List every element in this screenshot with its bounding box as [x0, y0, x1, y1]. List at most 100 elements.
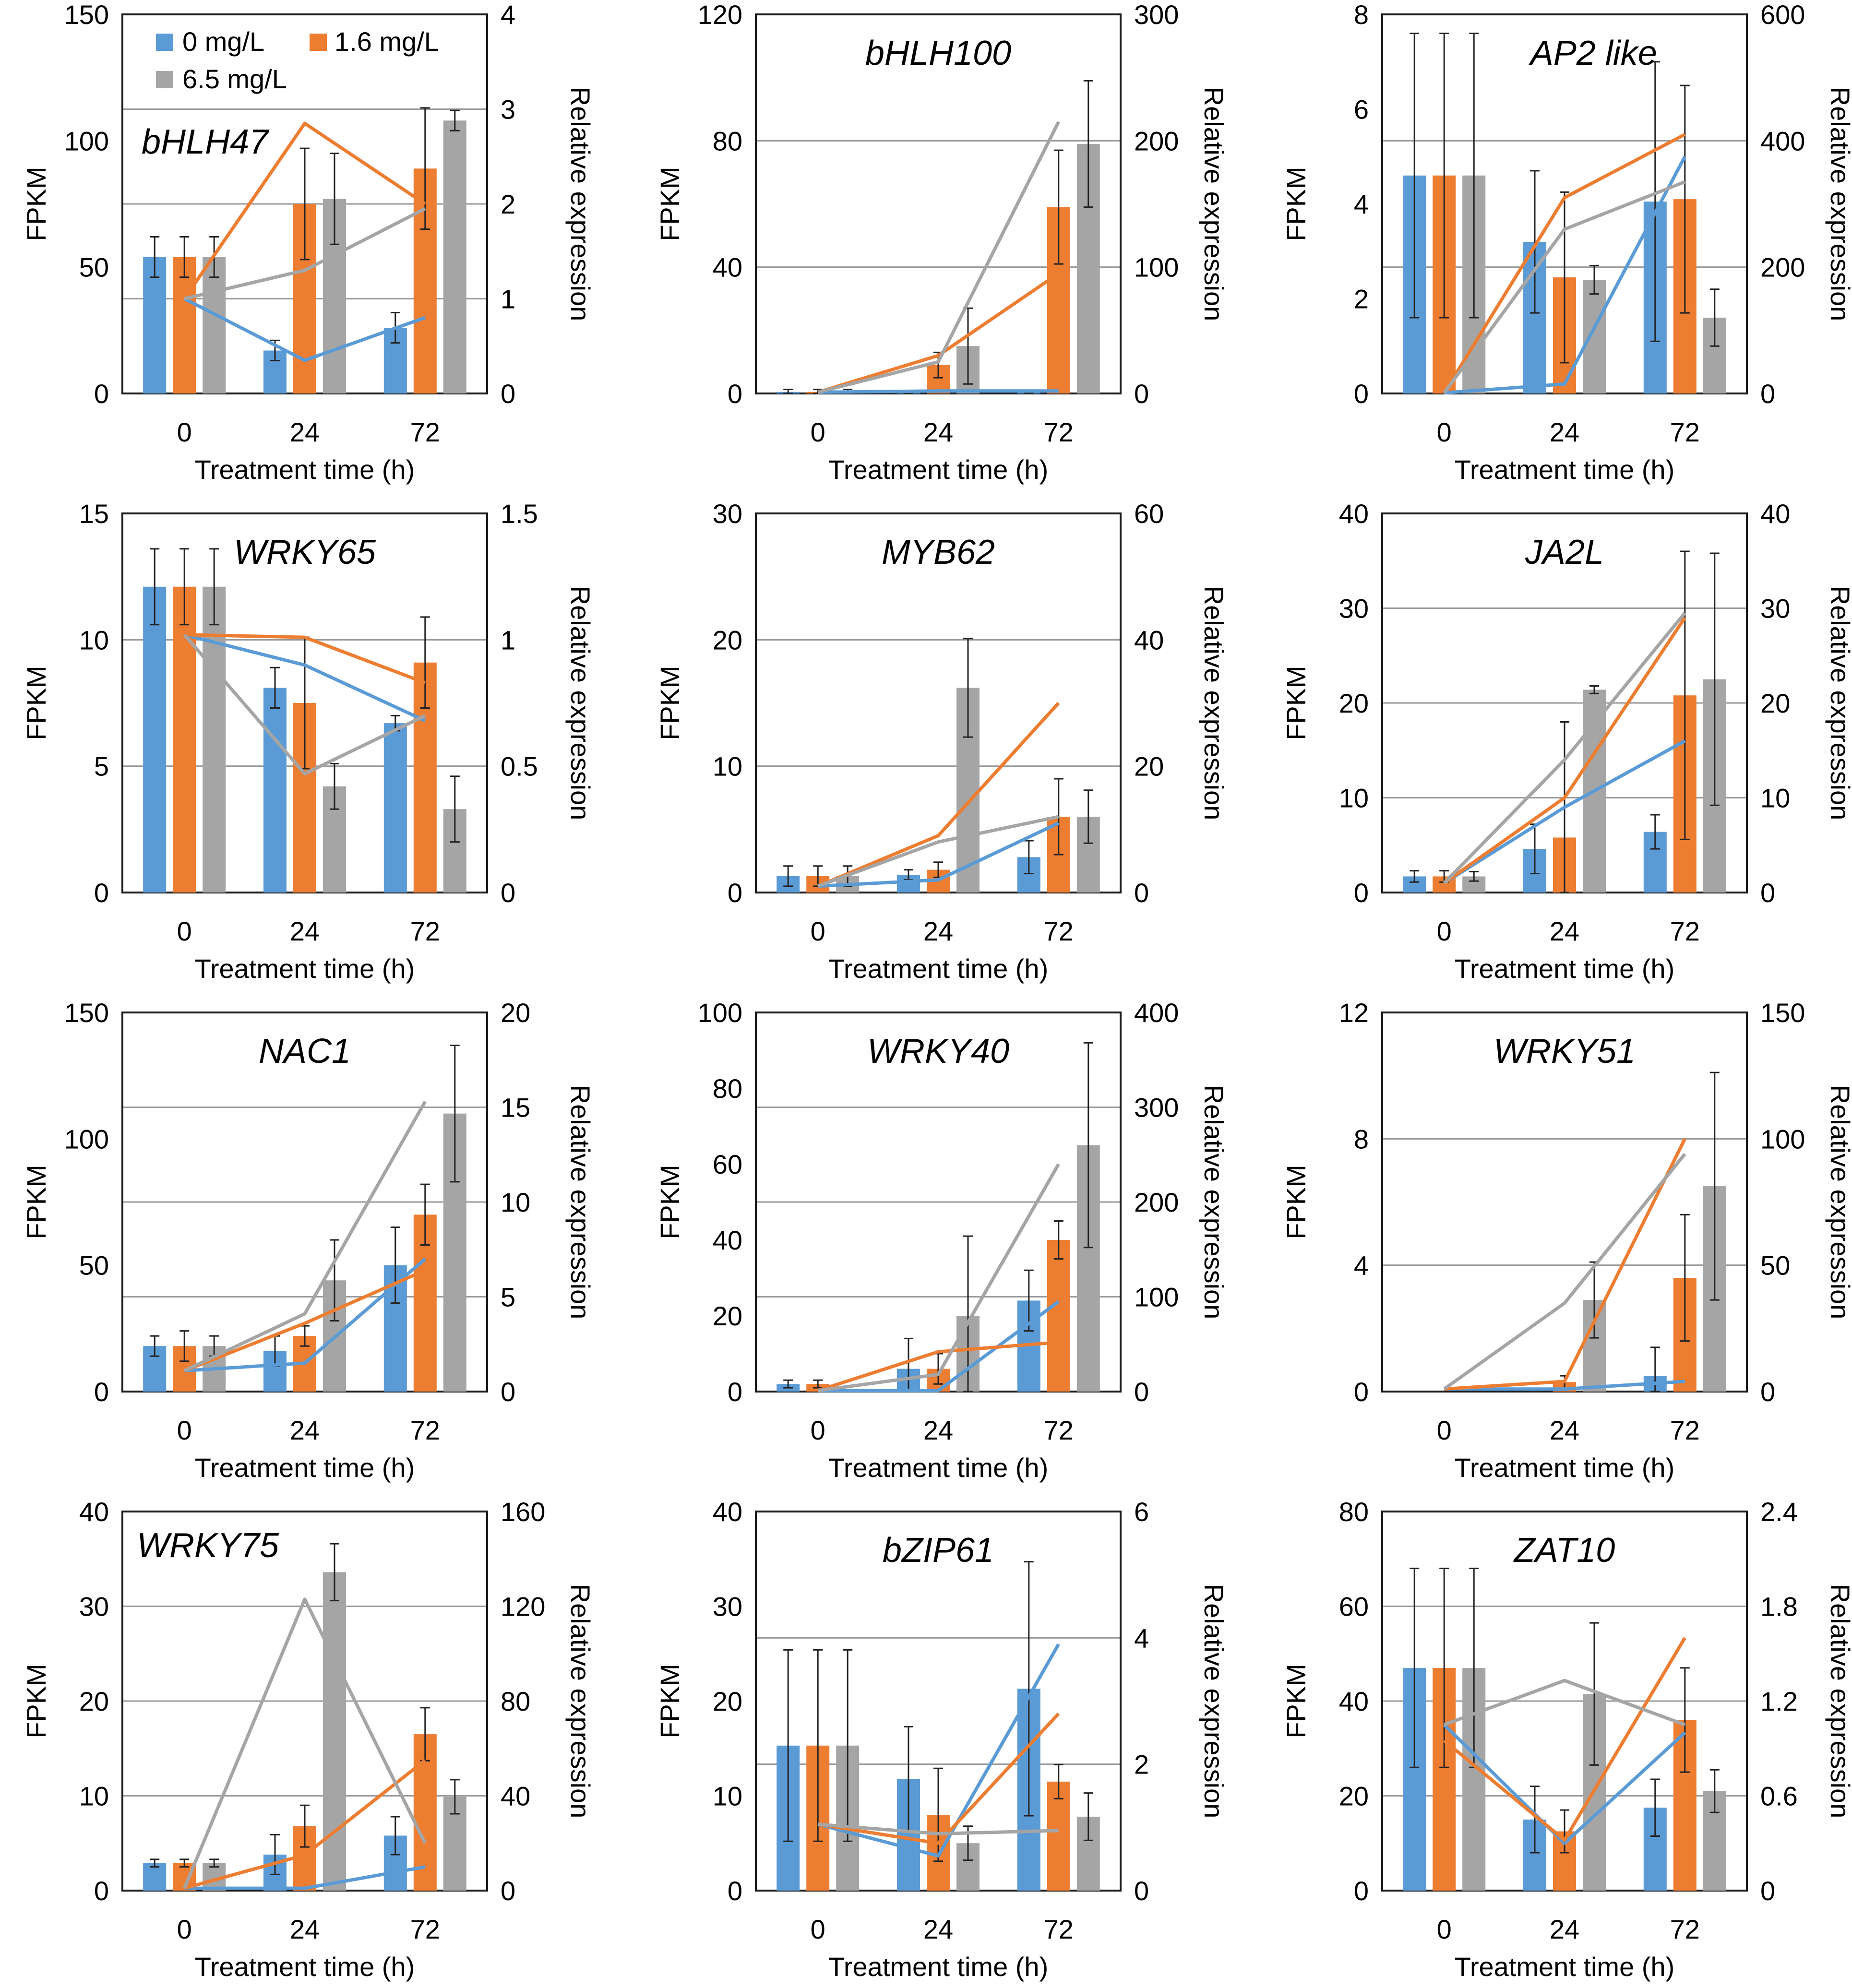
y2-tick-label: 120 [501, 1592, 545, 1622]
chart-panel-8: 0 20 40 60 80 100 0 100 200 300 400 0 24 72 Treatment … [655, 998, 1229, 1483]
x-tick-label: 24 [923, 1415, 953, 1445]
y-tick-label: 100 [64, 1124, 109, 1154]
y2-tick-label: 4 [1134, 1623, 1149, 1653]
x-axis-title: Treatment time (h) [828, 1452, 1048, 1483]
y-tick-label: 0 [1354, 1876, 1369, 1906]
x-tick-label: 24 [1550, 417, 1579, 447]
x-tick-label: 24 [1550, 916, 1579, 946]
y-tick-label: 20 [1339, 688, 1369, 718]
x-tick-label: 72 [1670, 1914, 1700, 1944]
y-tick-label: 2 [1354, 284, 1369, 314]
x-tick-label: 24 [1550, 1914, 1579, 1944]
y-tick-label: 40 [1339, 1686, 1369, 1716]
y2-tick-label: 20 [1134, 751, 1164, 782]
y2-axis-title: Relative expression [1825, 586, 1852, 821]
y-tick-label: 20 [79, 1686, 109, 1716]
y-tick-label: 120 [698, 0, 742, 30]
x-tick-label: 0 [1437, 1914, 1452, 1944]
bar-0mg [143, 586, 167, 893]
x-tick-label: 24 [1550, 1415, 1579, 1445]
bar-1-6mg [173, 257, 196, 393]
gene-title: NAC1 [259, 1032, 351, 1071]
y-tick-label: 100 [698, 998, 742, 1028]
y2-tick-label: 1.5 [501, 499, 538, 529]
x-tick-label: 24 [290, 417, 320, 447]
y-tick-label: 0 [94, 1377, 109, 1407]
y2-tick-label: 0.5 [501, 751, 538, 782]
x-tick-label: 0 [177, 417, 192, 447]
x-tick-label: 72 [410, 417, 440, 447]
y2-tick-label: 0 [501, 1377, 515, 1407]
x-tick-label: 24 [290, 1914, 320, 1944]
y-axis-title: FPKM [1281, 666, 1311, 740]
chart-panel-4: 0 5 10 15 0 0.5 1 1.5 0 24 72 Treatment time (h) FPK… [21, 499, 596, 984]
trend-line-1-6mg [817, 1712, 1060, 1845]
y2-tick-label: 6 [1134, 1497, 1149, 1527]
y-tick-label: 0 [728, 1377, 742, 1407]
y-tick-label: 8 [1354, 0, 1369, 30]
gene-title: bHLH47 [142, 123, 270, 161]
trend-line-1-6mg [817, 1340, 1059, 1393]
trend-line-0mg [184, 633, 426, 723]
chart-panel-1: 0 50 100 150 0 1 2 3 4 0 24 72 Treatment time (h) FPK… [21, 0, 596, 485]
y2-tick-label: 1.2 [1760, 1686, 1798, 1716]
y2-axis-title: Relative expression [1825, 87, 1852, 321]
y-tick-label: 150 [64, 0, 109, 30]
y-tick-label: 100 [64, 126, 109, 156]
y2-tick-label: 5 [501, 1282, 515, 1312]
bar-0mg [263, 688, 287, 893]
trend-line-6-5mg [817, 1163, 1060, 1393]
x-tick-label: 72 [410, 1914, 440, 1944]
x-tick-label: 72 [1670, 417, 1700, 447]
gene-title: WRKY51 [1494, 1032, 1636, 1071]
trend-line-0mg [818, 1300, 1060, 1393]
chart-panel-12: 0 20 40 60 80 0 0.6 1.2 1.8 2.4 0 24 72 Treatment tim… [1281, 1497, 1852, 1982]
x-tick-label: 0 [177, 916, 192, 946]
y-tick-label: 50 [79, 252, 109, 283]
y-tick-label: 40 [1339, 499, 1369, 529]
trend-line-6-5mg [1443, 612, 1686, 884]
trend-line-1-6mg [1443, 617, 1686, 885]
bar-6-5mg [203, 257, 226, 393]
y2-tick-label: 160 [501, 1497, 545, 1527]
chart-panel-10: 0 10 20 30 40 0 40 80 120 160 0 24 72 Treatment time … [21, 1497, 596, 1982]
y-tick-label: 10 [79, 625, 109, 655]
y-axis-title: FPKM [1281, 1664, 1311, 1738]
y2-tick-label: 400 [1760, 126, 1805, 156]
y2-tick-label: 3 [501, 95, 515, 125]
gene-title: bZIP61 [883, 1531, 994, 1570]
x-tick-label: 0 [811, 1914, 825, 1944]
x-tick-label: 72 [1044, 417, 1074, 447]
y-axis-title: FPKM [1281, 167, 1311, 241]
y2-tick-label: 10 [501, 1187, 530, 1217]
y2-tick-label: 60 [1134, 499, 1164, 529]
trend-line-0mg [818, 821, 1060, 888]
y2-tick-label: 400 [1134, 998, 1179, 1028]
legend-swatch-1-6mg [310, 34, 327, 51]
y2-tick-label: 300 [1134, 1093, 1179, 1123]
y2-tick-label: 100 [1760, 1124, 1805, 1154]
y-tick-label: 150 [64, 998, 109, 1028]
y2-tick-label: 50 [1760, 1250, 1790, 1281]
y2-axis-title: Relative expression [1825, 1085, 1852, 1320]
trend-line-6-5mg [182, 1597, 427, 1889]
y-tick-label: 40 [79, 1497, 109, 1527]
y-tick-label: 0 [1354, 379, 1369, 409]
y2-tick-label: 80 [501, 1686, 530, 1716]
y2-axis-title: Relative expression [565, 1085, 596, 1320]
y2-tick-label: 30 [1760, 594, 1790, 624]
y-tick-label: 15 [79, 499, 109, 529]
y2-tick-label: 0 [1134, 379, 1149, 409]
bar-1-6mg [1047, 1781, 1070, 1891]
gene-title: WRKY65 [234, 533, 376, 571]
trend-line-0mg [1444, 155, 1686, 395]
bar-0mg [143, 1863, 167, 1891]
y-tick-label: 60 [1339, 1592, 1369, 1622]
legend-label-0mg: 0 mg/L [182, 26, 264, 57]
x-tick-label: 24 [923, 417, 953, 447]
trend-line-1-6mg [817, 272, 1060, 394]
y2-tick-label: 100 [1134, 1282, 1179, 1312]
trend-line-1-6mg [817, 702, 1060, 888]
trend-line-1-6mg [184, 1759, 426, 1890]
